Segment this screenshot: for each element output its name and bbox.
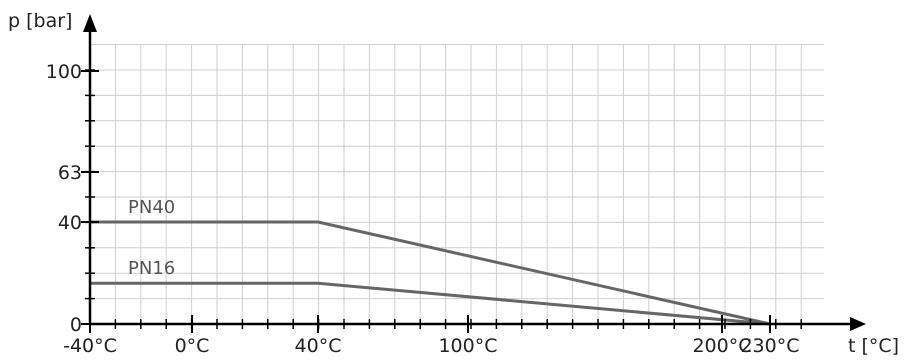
axes: [81, 14, 866, 333]
series-lines: [90, 220, 771, 326]
x-axis-title: t [°C]: [848, 335, 899, 357]
y-tick-label: 0: [70, 314, 82, 336]
series-label-pn16: PN16: [128, 258, 175, 279]
y-tick-label: 100: [46, 61, 82, 83]
x-tick-label: 230°C: [740, 335, 799, 357]
series-line-pn16: [90, 281, 771, 326]
y-tick-label: 40: [58, 212, 82, 234]
y-tick-label: 63: [58, 162, 82, 184]
x-tick-label: 100°C: [438, 335, 497, 357]
y-axis-arrow-icon: [83, 14, 97, 32]
grid: [89, 44, 824, 325]
x-tick-label: -40°C: [63, 335, 117, 357]
x-tick-label: 200°C: [692, 335, 751, 357]
x-tick-label: 0°C: [175, 335, 210, 357]
x-tick-label: 40°C: [295, 335, 342, 357]
series-line-pn40: [90, 220, 771, 326]
x-axis-arrow-icon: [850, 317, 866, 331]
y-axis-title: p [bar]: [8, 10, 72, 32]
series-label-pn40: PN40: [128, 197, 175, 218]
